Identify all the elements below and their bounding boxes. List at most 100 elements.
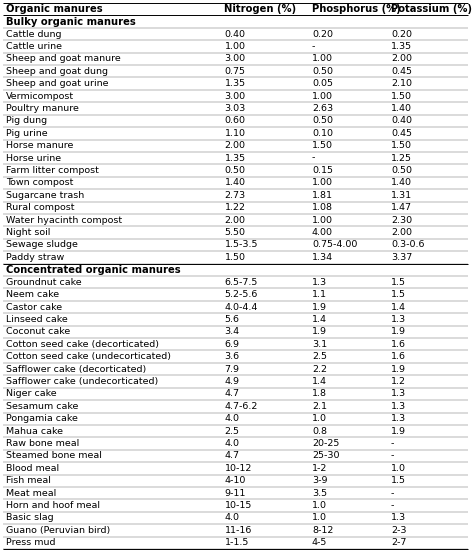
Text: Niger cake: Niger cake — [6, 389, 56, 399]
Text: -: - — [391, 501, 394, 510]
Text: 1.4: 1.4 — [312, 377, 327, 386]
Text: Sheep and goat urine: Sheep and goat urine — [6, 79, 109, 88]
Text: Cattle urine: Cattle urine — [6, 42, 62, 51]
Text: Water hyacinth compost: Water hyacinth compost — [6, 216, 122, 225]
Text: 0.50: 0.50 — [391, 166, 412, 175]
Text: 1.47: 1.47 — [391, 203, 412, 213]
Text: 2.2: 2.2 — [312, 364, 327, 374]
Text: 0.50: 0.50 — [312, 116, 333, 125]
Text: Blood meal: Blood meal — [6, 464, 59, 473]
Text: 11-16: 11-16 — [225, 526, 252, 535]
Text: 0.15: 0.15 — [312, 166, 333, 175]
Text: 3.03: 3.03 — [225, 104, 246, 113]
Text: -: - — [312, 42, 315, 51]
Text: 1.00: 1.00 — [312, 54, 333, 63]
Text: Bulky organic manures: Bulky organic manures — [6, 17, 136, 26]
Text: -: - — [391, 452, 394, 460]
Text: 6.5-7.5: 6.5-7.5 — [225, 278, 258, 286]
Text: Safflower cake (undecorticated): Safflower cake (undecorticated) — [6, 377, 158, 386]
Text: Mahua cake: Mahua cake — [6, 427, 63, 436]
Text: 0.50: 0.50 — [312, 67, 333, 76]
Text: Concentrated organic manures: Concentrated organic manures — [6, 265, 181, 275]
Text: Pongamia cake: Pongamia cake — [6, 414, 78, 423]
Text: 1.5: 1.5 — [391, 476, 406, 485]
Text: Linseed cake: Linseed cake — [6, 315, 68, 324]
Text: 1-1.5: 1-1.5 — [225, 538, 249, 547]
Text: 1.31: 1.31 — [391, 191, 412, 200]
Text: 2-7: 2-7 — [391, 538, 406, 547]
Text: 2.5: 2.5 — [312, 352, 327, 361]
Text: 1.2: 1.2 — [391, 377, 406, 386]
Text: 0.75: 0.75 — [225, 67, 246, 76]
Text: Organic manures: Organic manures — [6, 4, 102, 14]
Text: 4.9: 4.9 — [225, 377, 239, 386]
Text: 2.10: 2.10 — [391, 79, 412, 88]
Text: Steamed bone meal: Steamed bone meal — [6, 452, 102, 460]
Text: 3.5: 3.5 — [312, 489, 327, 498]
Text: 0.8: 0.8 — [312, 427, 327, 436]
Text: 1.9: 1.9 — [391, 364, 406, 374]
Text: Vermicompost: Vermicompost — [6, 92, 74, 100]
Text: 1.34: 1.34 — [312, 253, 333, 262]
Text: 0.20: 0.20 — [312, 29, 333, 39]
Text: 10-15: 10-15 — [225, 501, 252, 510]
Text: 3.00: 3.00 — [225, 92, 246, 100]
Text: Nitrogen (%): Nitrogen (%) — [225, 4, 297, 14]
Text: Basic slag: Basic slag — [6, 513, 54, 523]
Text: 1.0: 1.0 — [312, 414, 327, 423]
Text: 2-3: 2-3 — [391, 526, 406, 535]
Text: Cotton seed cake (undecorticated): Cotton seed cake (undecorticated) — [6, 352, 171, 361]
Text: 1.25: 1.25 — [391, 153, 412, 163]
Text: Poultry manure: Poultry manure — [6, 104, 79, 113]
Text: 4-5: 4-5 — [312, 538, 327, 547]
Text: Sesamum cake: Sesamum cake — [6, 402, 78, 411]
Text: 2.73: 2.73 — [225, 191, 246, 200]
Text: 1.6: 1.6 — [391, 352, 406, 361]
Text: Phosphorus (%): Phosphorus (%) — [312, 4, 401, 14]
Text: 0.45: 0.45 — [391, 67, 412, 76]
Text: 2.1: 2.1 — [312, 402, 327, 411]
Text: 4.00: 4.00 — [312, 228, 333, 237]
Text: 1.40: 1.40 — [225, 178, 246, 188]
Text: 10-12: 10-12 — [225, 464, 252, 473]
Text: Horse manure: Horse manure — [6, 141, 73, 150]
Text: 1.0: 1.0 — [312, 501, 327, 510]
Text: Groundnut cake: Groundnut cake — [6, 278, 82, 286]
Text: Fish meal: Fish meal — [6, 476, 51, 485]
Text: 1.0: 1.0 — [312, 513, 327, 523]
Text: 0.75-4.00: 0.75-4.00 — [312, 241, 357, 250]
Text: Farm litter compost: Farm litter compost — [6, 166, 99, 175]
Text: 0.45: 0.45 — [391, 129, 412, 138]
Text: Safflower cake (decorticated): Safflower cake (decorticated) — [6, 364, 146, 374]
Text: Pig dung: Pig dung — [6, 116, 47, 125]
Text: 1.5: 1.5 — [391, 290, 406, 299]
Text: Press mud: Press mud — [6, 538, 55, 547]
Text: 1.35: 1.35 — [225, 79, 246, 88]
Text: 9-11: 9-11 — [225, 489, 246, 498]
Text: 1.4: 1.4 — [391, 302, 406, 311]
Text: 4.0: 4.0 — [225, 513, 239, 523]
Text: 1-2: 1-2 — [312, 464, 327, 473]
Text: 0.50: 0.50 — [225, 166, 246, 175]
Text: 3.37: 3.37 — [391, 253, 412, 262]
Text: Sugarcane trash: Sugarcane trash — [6, 191, 84, 200]
Text: 1.22: 1.22 — [225, 203, 246, 213]
Text: 3.4: 3.4 — [225, 327, 239, 336]
Text: 1.81: 1.81 — [312, 191, 333, 200]
Text: 1.50: 1.50 — [312, 141, 333, 150]
Text: 3.00: 3.00 — [225, 54, 246, 63]
Text: 1.35: 1.35 — [225, 153, 246, 163]
Text: Cattle dung: Cattle dung — [6, 29, 62, 39]
Text: 2.5: 2.5 — [225, 427, 239, 436]
Text: 0.3-0.6: 0.3-0.6 — [391, 241, 424, 250]
Text: 1.35: 1.35 — [391, 42, 412, 51]
Text: 1.4: 1.4 — [312, 315, 327, 324]
Text: 1.9: 1.9 — [312, 327, 327, 336]
Text: 1.40: 1.40 — [391, 178, 412, 188]
Text: Castor cake: Castor cake — [6, 302, 62, 311]
Text: 1.08: 1.08 — [312, 203, 333, 213]
Text: Neem cake: Neem cake — [6, 290, 59, 299]
Text: 4.7-6.2: 4.7-6.2 — [225, 402, 258, 411]
Text: 1.9: 1.9 — [391, 327, 406, 336]
Text: 1.50: 1.50 — [391, 141, 412, 150]
